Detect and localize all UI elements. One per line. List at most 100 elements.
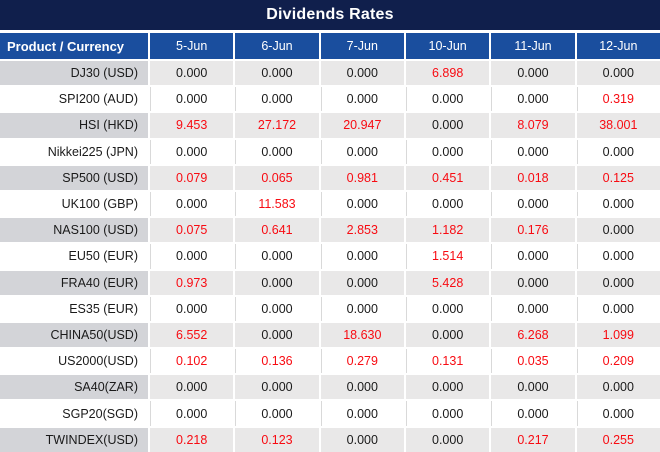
column-header-date: 5-Jun	[148, 33, 234, 61]
rate-cell: 0.000	[403, 139, 490, 166]
rate-cell: 0.000	[574, 401, 660, 428]
rate-cell: 0.000	[403, 375, 490, 402]
table-row: SGP20(SGD) 0.000 0.000 0.000 0.000 0.000 0.000	[0, 401, 660, 428]
column-header-product: Product / Currency	[0, 33, 148, 61]
rate-cell: 0.000	[318, 191, 404, 219]
rate-cell: 0.973	[148, 270, 234, 297]
rate-cell: 18.630	[318, 322, 404, 350]
product-cell: SPI200 (AUD)	[0, 87, 148, 114]
rate-cell: 0.000	[318, 375, 404, 402]
table-row: UK100 (GBP) 0.000 11.583 0.000 0.000 0.000 0.0…	[0, 191, 660, 219]
column-header-date: 11-Jun	[489, 33, 575, 61]
rate-cell: 0.102	[148, 349, 234, 376]
rate-cell: 0.000	[574, 61, 660, 88]
rate-cell: 0.000	[233, 322, 319, 350]
table-row: Nikkei225 (JPN) 0.000 0.000 0.000 0.000 0.000…	[0, 139, 660, 166]
table-row: SA40(ZAR) 0.000 0.000 0.000 0.000 0.000 0.000	[0, 375, 660, 402]
product-cell: Nikkei225 (JPN)	[0, 139, 148, 166]
rate-cell: 0.000	[233, 139, 319, 166]
rate-cell: 0.000	[233, 296, 319, 323]
product-cell: HSI (HKD)	[0, 113, 148, 140]
page-title: Dividends Rates	[0, 0, 660, 33]
rate-cell: 0.000	[574, 296, 660, 323]
rate-cell: 0.279	[318, 349, 404, 376]
rate-cell: 27.172	[233, 113, 319, 140]
rate-cell: 0.000	[489, 87, 575, 114]
rate-cell: 0.000	[148, 375, 234, 402]
dividends-rates-table: Product / Currency 5-Jun 6-Jun 7-Jun 10-Jun…	[0, 33, 660, 452]
table-row: TWINDEX(USD) 0.218 0.123 0.000 0.000 0.217 0.2…	[0, 427, 660, 452]
rate-cell: 0.136	[233, 349, 319, 376]
rate-cell: 0.000	[574, 244, 660, 271]
table-row: SP500 (USD) 0.079 0.065 0.981 0.451 0.018 0.12…	[0, 165, 660, 192]
rate-cell: 0.000	[403, 296, 490, 323]
rate-cell: 0.000	[233, 375, 319, 402]
rate-cell: 0.255	[574, 427, 660, 452]
table-row: ES35 (EUR) 0.000 0.000 0.000 0.000 0.000 0.000	[0, 296, 660, 323]
rate-cell: 0.000	[574, 139, 660, 166]
rate-cell: 0.000	[574, 375, 660, 402]
rate-cell: 0.131	[403, 349, 490, 376]
product-cell: SGP20(SGD)	[0, 401, 148, 428]
table-row: EU50 (EUR) 0.000 0.000 0.000 1.514 0.000 0.000	[0, 244, 660, 271]
rate-cell: 0.065	[233, 165, 319, 192]
rate-cell: 0.000	[489, 296, 575, 323]
rate-cell: 0.000	[403, 113, 490, 140]
table-row: HSI (HKD) 9.453 27.172 20.947 0.000 8.079 38.0…	[0, 113, 660, 140]
rate-cell: 0.000	[403, 427, 490, 452]
rate-cell: 1.182	[403, 218, 490, 245]
rate-cell: 6.552	[148, 322, 234, 350]
rate-cell: 0.000	[403, 191, 490, 219]
rate-cell: 2.853	[318, 218, 404, 245]
rate-cell: 11.583	[233, 191, 319, 219]
column-header-date: 12-Jun	[574, 33, 660, 61]
rate-cell: 0.451	[403, 165, 490, 192]
rate-cell: 0.000	[148, 296, 234, 323]
product-cell: UK100 (GBP)	[0, 191, 148, 219]
rate-cell: 0.000	[233, 244, 319, 271]
rate-cell: 0.000	[489, 401, 575, 428]
rate-cell: 0.000	[489, 270, 575, 297]
rate-cell: 0.018	[489, 165, 575, 192]
rate-cell: 0.981	[318, 165, 404, 192]
rate-cell: 0.000	[148, 244, 234, 271]
rate-cell: 0.000	[148, 61, 234, 88]
rate-cell: 0.000	[318, 270, 404, 297]
rate-cell: 0.000	[489, 375, 575, 402]
rate-cell: 20.947	[318, 113, 404, 140]
rate-cell: 0.125	[574, 165, 660, 192]
rate-cell: 0.000	[318, 244, 404, 271]
product-cell: EU50 (EUR)	[0, 244, 148, 271]
rate-cell: 0.217	[489, 427, 575, 452]
rate-cell: 0.035	[489, 349, 575, 376]
product-cell: US2000(USD)	[0, 349, 148, 376]
rate-cell: 0.319	[574, 87, 660, 114]
rate-cell: 0.000	[403, 87, 490, 114]
rate-cell: 0.000	[148, 87, 234, 114]
rate-cell: 6.898	[403, 61, 490, 88]
rate-cell: 0.000	[148, 191, 234, 219]
rate-cell: 0.209	[574, 349, 660, 376]
rate-cell: 5.428	[403, 270, 490, 297]
rate-cell: 8.079	[489, 113, 575, 140]
rate-cell: 0.123	[233, 427, 319, 452]
rate-cell: 0.000	[489, 61, 575, 88]
product-cell: DJ30 (USD)	[0, 61, 148, 88]
rate-cell: 0.000	[489, 191, 575, 219]
rate-cell: 0.000	[489, 139, 575, 166]
rate-cell: 0.000	[318, 87, 404, 114]
rate-cell: 0.218	[148, 427, 234, 452]
table-row: SPI200 (AUD) 0.000 0.000 0.000 0.000 0.000 0.3…	[0, 87, 660, 114]
column-header-date: 6-Jun	[233, 33, 319, 61]
product-cell: TWINDEX(USD)	[0, 427, 148, 452]
table-row: US2000(USD) 0.102 0.136 0.279 0.131 0.035 0.20…	[0, 349, 660, 376]
table-header-row: Product / Currency 5-Jun 6-Jun 7-Jun 10-Jun…	[0, 33, 660, 61]
rate-cell: 0.075	[148, 218, 234, 245]
rate-cell: 0.000	[233, 87, 319, 114]
table-row: NAS100 (USD) 0.075 0.641 2.853 1.182 0.176 0.0…	[0, 218, 660, 245]
rate-cell: 1.099	[574, 322, 660, 350]
table-row: FRA40 (EUR) 0.973 0.000 0.000 5.428 0.000 0.00…	[0, 270, 660, 297]
rate-cell: 0.000	[318, 139, 404, 166]
rate-cell: 0.079	[148, 165, 234, 192]
